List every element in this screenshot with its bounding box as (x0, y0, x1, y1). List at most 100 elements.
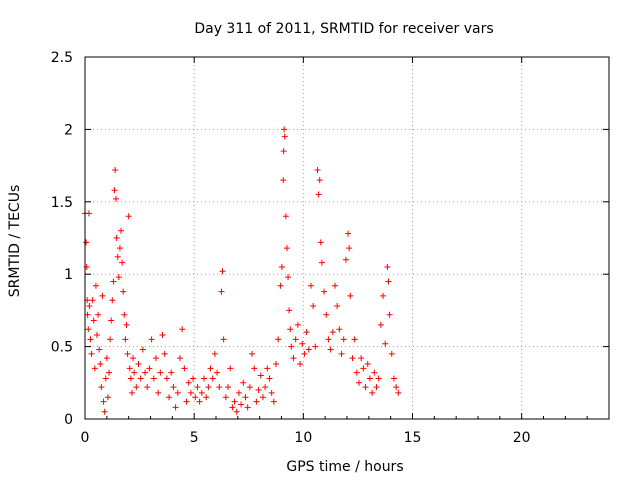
data-point (126, 365, 133, 372)
data-point (301, 350, 308, 357)
x-tick-label: 10 (294, 430, 312, 446)
data-point (214, 369, 221, 376)
data-point (205, 384, 212, 391)
data-point (135, 360, 142, 367)
data-point (120, 288, 127, 295)
x-tick-label: 0 (81, 430, 90, 446)
data-point (92, 282, 99, 289)
data-point (282, 213, 289, 220)
data-point (219, 268, 226, 275)
data-point (85, 326, 92, 333)
data-point (128, 389, 135, 396)
data-point (190, 375, 197, 382)
data-point (174, 389, 181, 396)
data-point (95, 311, 102, 318)
data-point (88, 350, 95, 357)
data-point (317, 239, 324, 246)
data-point (97, 360, 104, 367)
data-point (251, 365, 258, 372)
data-point (168, 369, 175, 376)
data-point (111, 187, 118, 194)
data-point (283, 245, 290, 252)
data-point (362, 384, 369, 391)
data-point (142, 369, 149, 376)
data-point (270, 398, 277, 405)
data-point (159, 332, 166, 339)
data-point (133, 384, 140, 391)
data-point (85, 210, 92, 217)
data-point (281, 126, 288, 133)
data-point (130, 355, 137, 362)
data-point (373, 384, 380, 391)
data-point (194, 384, 201, 391)
chart-title: Day 311 of 2011, SRMTID for receiver var… (194, 21, 493, 37)
data-point (106, 369, 113, 376)
data-point (242, 394, 249, 401)
data-point (121, 311, 128, 318)
data-point (277, 282, 284, 289)
data-point (266, 375, 273, 382)
data-point (222, 394, 229, 401)
data-point (305, 346, 312, 353)
data-point (287, 326, 294, 333)
data-point (259, 394, 266, 401)
plot-frame (84, 56, 610, 420)
data-point (123, 321, 130, 328)
data-point (356, 379, 363, 386)
data-point (119, 259, 126, 266)
data-point (340, 336, 347, 343)
data-point (211, 350, 218, 357)
data-point (125, 213, 132, 220)
x-axis-label: GPS time / hours (286, 459, 403, 475)
data-point (369, 389, 376, 396)
data-point (347, 292, 354, 299)
data-point (144, 384, 151, 391)
data-point (249, 350, 256, 357)
data-point (246, 384, 253, 391)
data-point (235, 389, 242, 396)
data-point (395, 389, 402, 396)
data-point (115, 274, 122, 281)
data-point (114, 253, 121, 260)
data-point (388, 350, 395, 357)
data-point (358, 355, 365, 362)
data-point (292, 336, 299, 343)
data-point (275, 336, 282, 343)
data-point (137, 375, 144, 382)
data-point (366, 375, 373, 382)
data-point (166, 394, 173, 401)
data-point (116, 245, 123, 252)
data-point (229, 404, 236, 411)
data-point (91, 365, 98, 372)
data-point (185, 379, 192, 386)
data-point (124, 350, 131, 357)
data-point (273, 360, 280, 367)
y-tick-label: 0 (64, 412, 73, 428)
data-point (364, 360, 371, 367)
data-point (200, 375, 207, 382)
data-point (113, 195, 120, 202)
data-point (103, 355, 110, 362)
data-point (268, 389, 275, 396)
data-point (139, 346, 146, 353)
data-point (150, 375, 157, 382)
data-point (181, 365, 188, 372)
data-point (179, 326, 186, 333)
data-point (83, 239, 90, 246)
data-point (386, 311, 393, 318)
data-point (109, 297, 116, 304)
data-point (131, 369, 138, 376)
data-point (382, 340, 389, 347)
data-point (264, 365, 271, 372)
data-point (163, 375, 170, 382)
data-point (172, 404, 179, 411)
data-point (329, 329, 336, 336)
data-point (192, 394, 199, 401)
data-point (380, 292, 387, 299)
grid (85, 57, 609, 419)
data-point (110, 278, 117, 285)
y-tick-label: 2.5 (51, 50, 73, 66)
data-point (107, 336, 114, 343)
data-point (157, 369, 164, 376)
